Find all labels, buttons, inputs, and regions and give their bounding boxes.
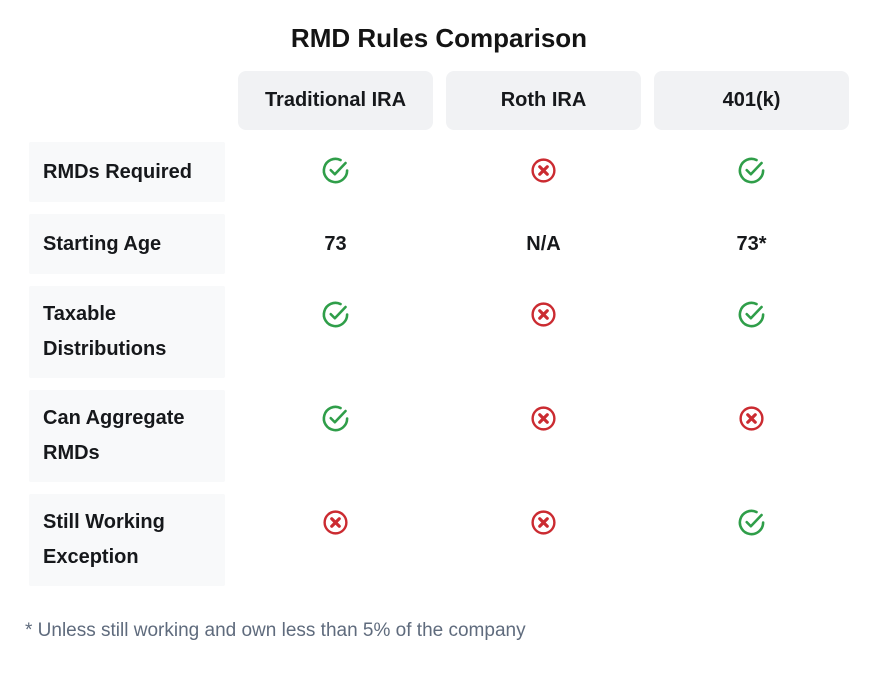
x-circle-icon	[739, 406, 764, 431]
value-cell	[238, 142, 433, 202]
row-label: Starting Age	[29, 214, 225, 274]
row-label: Can Aggregate RMDs	[29, 390, 225, 482]
page-title: RMD Rules Comparison	[290, 23, 588, 53]
value-cell	[238, 494, 433, 586]
column-header-roth-ira: Roth IRA	[446, 71, 641, 130]
x-circle-icon	[531, 158, 556, 183]
column-header-traditional-ira: Traditional IRA	[238, 71, 433, 130]
column-header-401k: 401(k)	[654, 71, 849, 130]
corner-cell	[29, 71, 225, 130]
check-circle-icon	[738, 301, 765, 328]
value-cell	[654, 286, 849, 378]
check-circle-icon	[738, 509, 765, 536]
value-cell: N/A	[526, 233, 561, 255]
x-circle-icon	[531, 302, 556, 327]
value-cell: 73	[324, 233, 347, 255]
value-cell	[446, 390, 641, 482]
value-cell	[446, 286, 641, 378]
check-circle-icon	[738, 157, 765, 184]
value-cell	[446, 142, 641, 202]
check-circle-icon	[322, 157, 349, 184]
check-circle-icon	[322, 301, 349, 328]
comparison-table: Traditional IRA Roth IRA 401(k) RMDs Req…	[29, 71, 849, 586]
value-cell	[654, 390, 849, 482]
value-cell	[654, 142, 849, 202]
value-cell: 73*	[736, 233, 767, 255]
footnote: * Unless still working and own less than…	[25, 620, 526, 641]
row-label: RMDs Required	[29, 142, 225, 202]
value-cell	[654, 494, 849, 586]
x-circle-icon	[323, 510, 348, 535]
value-cell	[446, 494, 641, 586]
check-circle-icon	[322, 405, 349, 432]
x-circle-icon	[531, 406, 556, 431]
row-label: Taxable Distributions	[29, 286, 225, 378]
x-circle-icon	[531, 510, 556, 535]
row-label: Still Working Exception	[29, 494, 225, 586]
value-cell	[238, 286, 433, 378]
value-cell	[238, 390, 433, 482]
